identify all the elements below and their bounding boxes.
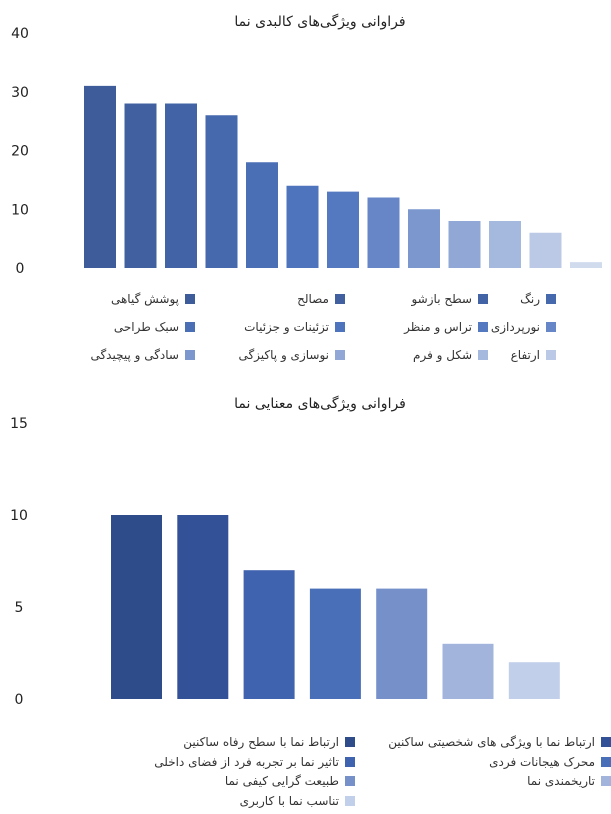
bar-12 — [529, 232, 562, 268]
legend-item: مصالح — [297, 292, 345, 306]
legend-label: تاثیر نما بر تجربه فرد از فضای داخلی — [154, 754, 339, 769]
chart-semantic-features-plot: فراوانی ویژگی‌های معنایی نما 0 5 10 15 — [10, 395, 560, 708]
bar-11 — [489, 221, 521, 268]
legend-swatch — [601, 756, 611, 767]
legend-swatch — [546, 322, 556, 332]
legend-item: سطح بازشو — [411, 292, 488, 306]
legend-label: شکل و فرم — [413, 348, 472, 362]
legend-label: طبیعت گرایی کیفی نما — [224, 774, 339, 788]
legend-swatch — [335, 322, 345, 332]
legend-label: سبک طراحی — [113, 320, 179, 334]
bar-3 — [165, 103, 197, 268]
bar-1 — [111, 515, 162, 699]
legend-label: پوشش گیاهی — [110, 292, 179, 306]
legend-label: تراس و منظر — [404, 320, 472, 334]
chart-physical-features: فراوانی ویژگی‌های کالبدی نما 0 10 20 30 40 پو… — [0, 0, 611, 380]
legend-item: سبک طراحی — [114, 320, 195, 334]
bar-3 — [243, 570, 295, 699]
legend-label: سطح بازشو — [411, 292, 472, 306]
bar-7 — [327, 191, 359, 268]
legend-item: ارتباط نما با ویژگی های شخصیتی ساکنین — [388, 735, 611, 749]
legend-item: پوشش گیاهی — [111, 292, 195, 306]
legend-label: رنگ — [520, 292, 540, 306]
bar-4 — [309, 588, 361, 699]
legend-swatch — [601, 776, 611, 786]
legend-item: نوسازی و پاکیزگی — [238, 348, 345, 362]
legend-item: طبیعت گرایی کیفی نما — [225, 774, 355, 788]
bar-5 — [376, 588, 428, 699]
bar-2 — [124, 103, 157, 268]
bar-4 — [205, 115, 238, 268]
legend-label: ارتفاع — [510, 348, 540, 362]
legend-swatch — [185, 294, 195, 304]
legend-item: تراس و منظر — [404, 320, 488, 334]
legend-swatch — [546, 350, 556, 360]
legend-item: رنگ — [520, 292, 556, 306]
legend-item: تزئینات و جزئیات — [244, 320, 345, 334]
y-tick-label: 30 — [11, 85, 29, 101]
legend-swatch — [345, 756, 355, 767]
legend-swatch — [601, 737, 611, 747]
y-tick-label: 10 — [10, 508, 28, 524]
legend-label: ارتباط نما با ویژگی های شخصیتی ساکنین — [388, 735, 595, 749]
bar-1 — [84, 85, 116, 268]
legend-swatch — [185, 322, 195, 332]
legend-swatch — [185, 350, 195, 360]
legend-item: نورپردازی — [491, 320, 556, 334]
legend-item: تاثیر نما بر تجربه فرد از فضای داخلی — [154, 755, 355, 769]
y-tick-label: 10 — [11, 202, 29, 218]
legend-swatch — [335, 350, 345, 360]
legend-swatch — [478, 294, 488, 304]
legend-swatch — [345, 795, 355, 806]
legend-label: نورپردازی — [490, 320, 540, 334]
y-tick-label: 5 — [15, 600, 24, 616]
y-tick-label: 40 — [11, 26, 29, 42]
legend-swatch — [345, 776, 355, 786]
legend-swatch — [345, 737, 355, 747]
bar-9 — [408, 209, 440, 268]
bar-10 — [448, 221, 481, 268]
legend-item: محرک هیجانات فردی — [489, 755, 611, 769]
legend-label: نوسازی و پاکیزگی — [238, 348, 329, 362]
y-tick-label: 0 — [15, 692, 24, 708]
legend-item: سادگی و پیچیدگی — [90, 348, 195, 362]
legend-label: تناسب نما با کاربری — [239, 793, 339, 808]
legend-swatch — [546, 294, 556, 304]
legend-item: تناسب نما با کاربری — [240, 794, 355, 808]
chart-physical-features-plot: فراوانی ویژگی‌های کالبدی نما 0 10 20 30 40 — [11, 13, 602, 277]
bar-7 — [508, 662, 560, 699]
legend-item: شکل و فرم — [413, 348, 488, 362]
legend-label: محرک هیجانات فردی — [489, 754, 595, 769]
y-tick-label: 20 — [11, 144, 29, 160]
bar-13 — [570, 262, 602, 268]
chart-title: فراوانی ویژگی‌های معنایی نما — [234, 395, 406, 412]
legend-label: مصالح — [297, 292, 329, 306]
legend-item: تاریخمندی نما — [527, 774, 611, 788]
chart-title: فراوانی ویژگی‌های کالبدی نما — [234, 13, 405, 30]
legend-swatch — [478, 350, 488, 360]
y-tick-label: 15 — [10, 416, 28, 432]
y-tick-label: 0 — [16, 261, 25, 277]
legend-item: ارتباط نما با سطح رفاه ساکنین — [183, 735, 355, 749]
legend-label: تاریخمندی نما — [527, 774, 595, 788]
bar-6 — [442, 643, 494, 699]
legend-label: سادگی و پیچیدگی — [90, 348, 179, 362]
legend-swatch — [335, 294, 345, 304]
bar-8 — [367, 197, 400, 268]
legend-label: ارتباط نما با سطح رفاه ساکنین — [183, 735, 339, 749]
legend-label: تزئینات و جزئیات — [244, 320, 329, 334]
bar-6 — [286, 185, 319, 268]
chart-semantic-features: فراوانی ویژگی‌های معنایی نما 0 5 10 15 ارتبا… — [0, 388, 611, 814]
bar-2 — [177, 515, 229, 699]
legend-swatch — [478, 322, 488, 332]
legend-item: ارتفاع — [511, 348, 556, 362]
bar-5 — [246, 162, 278, 268]
